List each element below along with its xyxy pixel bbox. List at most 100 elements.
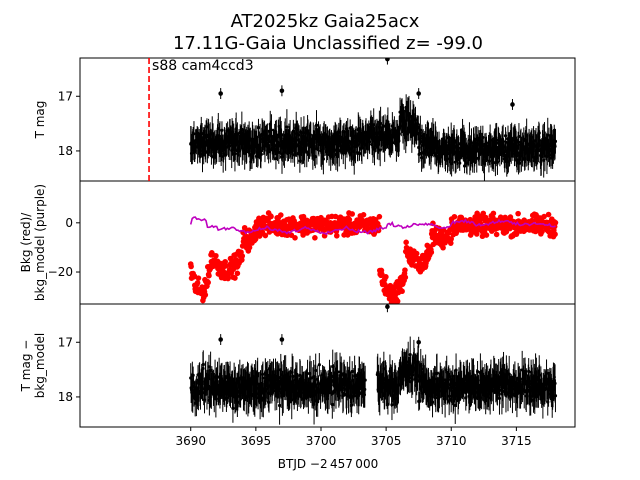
outlier-point — [385, 304, 390, 310]
outlier-point — [385, 58, 390, 62]
bkg-point — [360, 212, 367, 218]
data-point — [309, 376, 313, 380]
x-tick-label: 3705 — [371, 434, 402, 448]
y-tick-label: 18 — [58, 390, 73, 404]
bkg-point — [239, 253, 246, 259]
data-point — [378, 121, 383, 126]
bkg-point — [399, 288, 405, 295]
bkg-point — [474, 210, 480, 217]
outlier-point — [279, 88, 285, 94]
x-tick-label: 3695 — [241, 434, 272, 448]
data-point — [321, 157, 325, 161]
data-point — [553, 139, 558, 143]
bkg-point — [552, 219, 559, 226]
chart-title-line2: 17.11G-Gaia Unclassified z= -99.0 — [173, 33, 483, 54]
bkg-point — [277, 212, 284, 218]
chart-title-line1: AT2025kz Gaia25acx — [231, 11, 420, 32]
bkg-point — [552, 231, 558, 238]
bkg-point — [206, 272, 212, 279]
panel-data-2 — [189, 304, 558, 425]
data-point — [416, 360, 420, 364]
data-point — [434, 396, 438, 400]
bkg-point — [493, 231, 500, 238]
bkg-point — [402, 274, 409, 281]
bkg-point — [507, 214, 514, 220]
data-point — [454, 368, 458, 372]
data-point — [469, 141, 474, 145]
bkg-point — [394, 298, 401, 304]
outlier-point — [416, 339, 421, 345]
data-point — [314, 368, 318, 373]
y-tick-label: 17 — [58, 335, 73, 349]
bkg-point — [262, 232, 269, 239]
bkg-point — [379, 271, 385, 277]
bkg-point — [413, 250, 420, 257]
bkg-point — [300, 213, 307, 220]
bkg-point — [349, 211, 355, 217]
bkg-point — [515, 210, 521, 217]
data-point — [408, 353, 412, 357]
bkg-point — [284, 232, 291, 239]
data-point — [330, 402, 334, 407]
data-point — [335, 370, 340, 374]
bkg-point — [222, 258, 229, 265]
bkg-point — [448, 236, 454, 242]
data-point — [220, 128, 224, 132]
bkg-point — [312, 234, 318, 241]
bkg-point — [521, 217, 528, 223]
y-axis-label: bkg_model — [33, 333, 47, 399]
bkg-point — [333, 232, 340, 239]
data-point — [192, 132, 196, 136]
data-point — [517, 134, 521, 139]
bkg-point — [447, 240, 454, 246]
bkg-point — [246, 244, 253, 251]
y-tick-label: 17 — [58, 89, 73, 103]
outlier-point — [279, 337, 285, 342]
y-axis-label: T mag — [33, 101, 47, 140]
data-point — [363, 378, 367, 382]
bkg-point — [213, 252, 219, 259]
bkg-point — [320, 226, 327, 232]
bkg-point — [234, 270, 241, 277]
bkg-point — [225, 275, 231, 282]
data-point — [495, 138, 499, 142]
data-point — [390, 403, 394, 407]
data-point — [261, 376, 265, 380]
bkg-point — [332, 213, 339, 220]
data-point — [357, 151, 362, 156]
bkg-point — [483, 232, 490, 238]
data-point — [350, 369, 354, 374]
bkg-point — [252, 236, 259, 242]
data-point — [316, 400, 320, 404]
x-tick-label: 3690 — [175, 434, 206, 448]
x-tick-label: 3700 — [306, 434, 337, 448]
data-point — [378, 148, 382, 152]
data-point — [305, 371, 310, 376]
bkg-point — [188, 263, 194, 270]
data-point — [207, 365, 211, 369]
data-point — [305, 150, 309, 154]
data-point — [553, 394, 558, 398]
bkg-point — [205, 279, 211, 286]
data-point — [201, 362, 205, 367]
bkg-model-line — [189, 216, 556, 236]
panel-data-1 — [187, 210, 559, 304]
y-axis-label: bkg_model (purple) — [33, 184, 47, 301]
data-point — [259, 152, 263, 156]
bkg-point — [232, 275, 238, 281]
bkg-point — [503, 228, 510, 235]
data-point — [277, 403, 282, 408]
bkg-point — [194, 280, 201, 286]
x-tick-label: 3710 — [436, 434, 467, 448]
bkg-point — [541, 213, 547, 220]
data-point — [313, 155, 317, 159]
panel-data-0 — [189, 58, 558, 181]
data-point — [391, 140, 395, 145]
bkg-point — [545, 211, 552, 218]
bkg-point — [480, 210, 487, 217]
outlier-point — [218, 91, 223, 96]
sector-annotation: s88 cam4ccd3 — [152, 58, 254, 74]
bkg-point — [195, 275, 202, 281]
y-axis-label: T mag − — [19, 340, 33, 393]
